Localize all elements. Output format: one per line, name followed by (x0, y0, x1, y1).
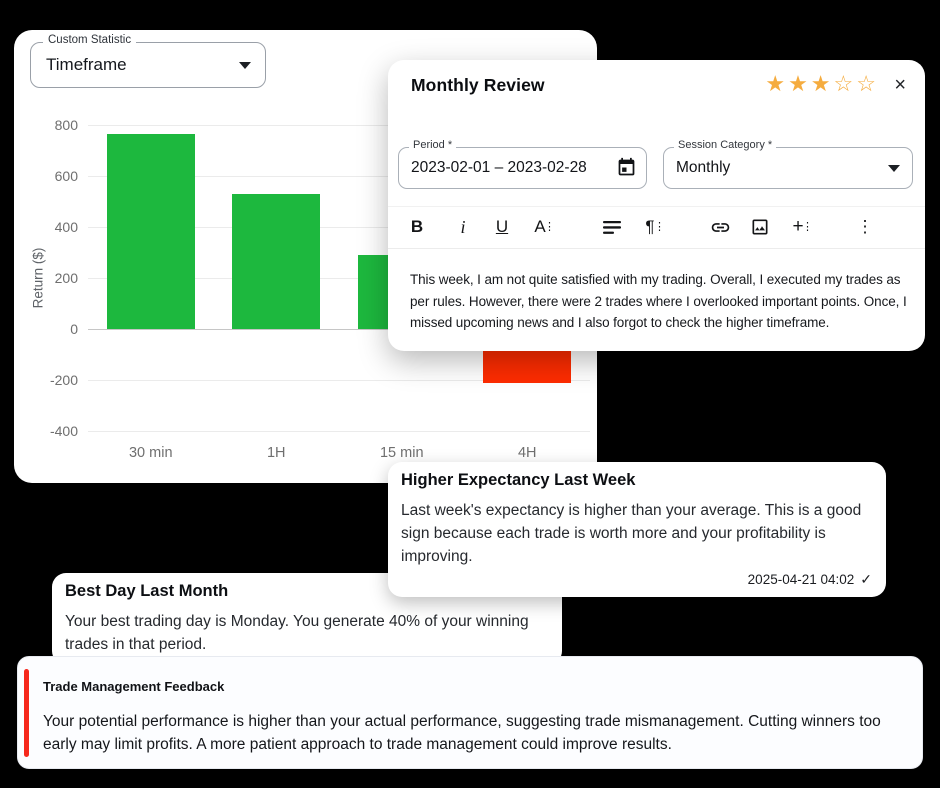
align-button[interactable] (598, 213, 626, 241)
check-icon: ✓ (860, 571, 872, 587)
image-icon (752, 219, 768, 235)
timestamp: 2025-04-21 04:02 ✓ (748, 571, 872, 588)
star-empty-icon[interactable]: ☆ (833, 71, 857, 96)
y-tick-label: -400 (49, 423, 78, 439)
kebab-icon: ⋮ (856, 217, 874, 236)
more-options-button[interactable]: ⋮ (851, 213, 879, 241)
align-left-icon (602, 220, 621, 234)
gridline (88, 125, 590, 126)
gridline (88, 278, 590, 279)
underline-button[interactable]: U (488, 213, 516, 241)
dropdown-dots-icon: ⋮ (802, 221, 813, 233)
field-label: Period * (409, 139, 457, 151)
link-button[interactable] (706, 213, 734, 241)
editor-toolbar: B i U A ⋮ ¶ ⋮ + ⋮ ⋮ (388, 206, 925, 249)
insert-button[interactable]: + ⋮ (784, 213, 813, 241)
x-tick-label: 15 min (379, 445, 424, 461)
paragraph-button[interactable]: ¶ ⋮ (636, 213, 665, 241)
star-filled-icon[interactable]: ★ (788, 71, 811, 96)
y-tick-label: 0 (70, 321, 78, 337)
chevron-down-icon (888, 165, 900, 172)
calendar-icon[interactable] (616, 157, 637, 178)
dropdown-dots-icon: ⋮ (654, 221, 665, 233)
star-filled-icon[interactable]: ★ (765, 71, 789, 96)
insight-title: Higher Expectancy Last Week (401, 471, 636, 489)
feedback-title: Trade Management Feedback (43, 679, 225, 694)
insight-body: Last week's expectancy is higher than yo… (401, 502, 862, 565)
x-tick-label: 4H (517, 445, 537, 461)
star-filled-icon[interactable]: ★ (810, 71, 834, 96)
select-value: Timeframe (46, 55, 127, 74)
chevron-down-icon (239, 62, 251, 69)
field-label: Session Category * (674, 139, 777, 151)
period-value: 2023-02-01 – 2023-02-28 (411, 159, 587, 176)
bar-30-min[interactable] (106, 133, 195, 329)
bar-1h[interactable] (232, 193, 321, 329)
y-tick-label: 200 (54, 270, 78, 286)
plot-area: 800 600 400 200 0 -200 -400 30 min 1H 15 min 4H (50, 117, 590, 461)
x-tick-label: 30 min (128, 445, 173, 461)
star-rating[interactable]: ★★★☆☆ (765, 71, 879, 97)
timestamp-value: 2025-04-21 04:02 (747, 572, 855, 587)
higher-expectancy-card: Higher Expectancy Last Week Last week's … (388, 462, 886, 597)
image-button[interactable] (746, 213, 774, 241)
gridline (88, 329, 590, 330)
y-tick-label: 800 (54, 117, 78, 133)
dropdown-dots-icon: ⋮ (544, 221, 555, 233)
insight-body: Your best trading day is Monday. You gen… (65, 613, 529, 653)
gridline (88, 431, 590, 432)
red-accent-bar (24, 669, 29, 757)
italic-button[interactable]: i (449, 213, 477, 241)
gridline (88, 227, 590, 228)
select-floating-label: Custom Statistic (43, 34, 137, 46)
monthly-review-modal: Monthly Review ★★★☆☆ × Period * 2023-02-… (388, 60, 925, 351)
y-tick-label: 400 (54, 219, 78, 235)
text-style-button[interactable]: A ⋮ (526, 213, 555, 241)
gridline (88, 176, 590, 177)
trade-management-card: Trade Management Feedback Your potential… (17, 656, 923, 769)
x-tick-label: 1H (266, 445, 286, 461)
modal-title: Monthly Review (411, 75, 545, 95)
session-category-select[interactable]: Session Category * Monthly (663, 139, 913, 189)
session-value: Monthly (676, 159, 731, 176)
insight-title: Best Day Last Month (65, 582, 229, 600)
review-text[interactable]: This week, I am not quite satisfied with… (410, 272, 907, 330)
period-field[interactable]: Period * 2023-02-01 – 2023-02-28 (398, 139, 647, 189)
gridline (88, 380, 590, 381)
feedback-body: Your potential performance is higher tha… (43, 713, 881, 753)
link-icon (711, 222, 729, 232)
best-day-card: Best Day Last Month Your best trading da… (52, 573, 562, 665)
custom-statistic-select[interactable]: Custom Statistic Timeframe (30, 34, 266, 88)
star-empty-icon[interactable]: ☆ (856, 71, 879, 96)
y-tick-label: -200 (49, 372, 78, 388)
bold-button[interactable]: B (403, 213, 431, 241)
close-icon[interactable]: × (888, 73, 912, 97)
y-tick-label: 600 (54, 168, 78, 184)
